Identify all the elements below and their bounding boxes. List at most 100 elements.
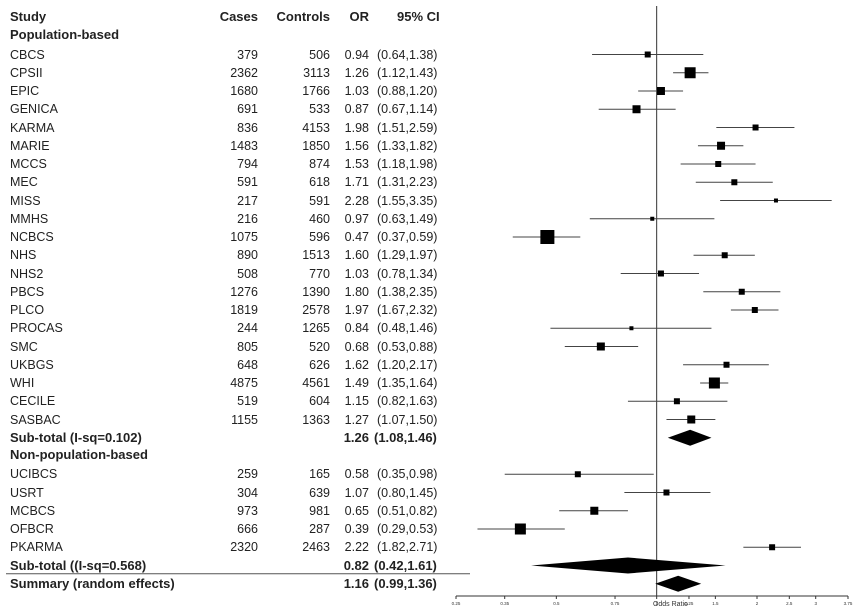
study-name: MEC [10, 175, 38, 190]
study-or: 0.87 [344, 102, 369, 117]
study-controls: 1265 [302, 321, 330, 336]
study-name: MISS [10, 193, 41, 208]
study-name: NHS [10, 248, 37, 263]
study-cases: 4875 [230, 376, 258, 390]
study-name: MARIE [10, 138, 50, 153]
study-controls: 1766 [302, 84, 330, 98]
x-tick-label: 0.35 [500, 601, 509, 606]
subtotal-or: 0.82 [343, 557, 369, 573]
study-cases: 519 [237, 394, 258, 409]
group-label: Population-based [10, 27, 120, 43]
subtotal-ci: (1.08,1.46) [374, 429, 437, 445]
header-controls: Controls [276, 9, 330, 24]
study-name: MCBCS [10, 503, 56, 518]
or-marker [687, 415, 696, 424]
or-marker [657, 270, 664, 277]
study-controls: 533 [309, 102, 330, 117]
or-marker [773, 198, 778, 203]
study-name: PLCO [10, 303, 45, 317]
study-or: 1.15 [344, 394, 369, 409]
or-marker [721, 252, 728, 259]
study-name: UKBGS [10, 357, 54, 372]
or-marker [723, 361, 730, 368]
or-marker [715, 161, 722, 167]
study-cases: 591 [237, 175, 258, 190]
study-ci: (0.64,1.38) [377, 47, 438, 62]
header-cases: Cases [219, 9, 258, 24]
study-ci: (0.67,1.14) [377, 102, 438, 117]
header-ci: 95% CI [397, 9, 440, 24]
group-label: Non-population-based [10, 447, 148, 462]
study-or: 1.53 [344, 157, 369, 171]
study-cases: 1819 [230, 303, 258, 317]
study-ci: (1.35,1.64) [377, 376, 438, 390]
study-or: 0.65 [344, 503, 369, 518]
study-controls: 874 [309, 157, 330, 171]
study-or: 1.56 [344, 138, 369, 153]
study-name: SASBAC [10, 412, 61, 427]
study-cases: 1276 [230, 284, 258, 299]
study-controls: 639 [309, 485, 330, 500]
x-axis-label: Odds Ratio [653, 601, 688, 608]
study-cases: 973 [237, 503, 258, 518]
study-name: CECILE [10, 394, 56, 409]
study-cases: 259 [237, 467, 258, 482]
study-or: 1.03 [344, 84, 369, 98]
or-marker [751, 307, 758, 313]
study-controls: 770 [309, 266, 330, 281]
study-controls: 626 [309, 357, 330, 372]
study-cases: 217 [237, 193, 258, 208]
study-or: 1.03 [344, 266, 369, 281]
study-controls: 1850 [302, 138, 330, 153]
study-cases: 2320 [230, 540, 258, 555]
or-marker [738, 288, 745, 295]
or-marker [708, 377, 720, 389]
study-name: KARMA [10, 120, 55, 135]
study-cases: 648 [237, 357, 258, 372]
or-marker [644, 51, 651, 58]
study-name: USRT [10, 485, 44, 500]
or-marker [769, 544, 776, 551]
study-ci: (1.12,1.43) [377, 65, 438, 80]
study-or: 1.97 [344, 303, 369, 317]
study-controls: 4153 [302, 120, 330, 135]
study-cases: 794 [237, 157, 258, 171]
study-ci: (0.37,0.59) [377, 230, 438, 244]
x-tick-label: 0.5 [553, 601, 560, 606]
study-ci: (0.29,0.53) [377, 522, 438, 536]
study-or: 1.27 [344, 412, 369, 427]
study-or: 2.22 [344, 540, 369, 555]
study-or: 1.07 [344, 485, 369, 500]
study-controls: 287 [309, 522, 330, 536]
study-controls: 460 [309, 211, 330, 226]
study-controls: 2463 [302, 540, 330, 555]
header-or: OR [349, 9, 370, 24]
study-or: 1.71 [344, 175, 369, 190]
or-marker [574, 471, 581, 478]
study-or: 0.39 [344, 522, 369, 536]
study-ci: (0.80,1.45) [377, 485, 438, 500]
study-cases: 216 [237, 211, 258, 226]
study-ci: (1.33,1.82) [377, 138, 438, 153]
study-name: MCCS [10, 157, 47, 171]
study-cases: 2362 [230, 65, 258, 80]
or-marker [629, 326, 634, 331]
study-name: NCBCS [10, 230, 54, 244]
or-marker [590, 506, 599, 515]
study-ci: (0.82,1.63) [377, 394, 438, 409]
x-tick-label: 0.75 [611, 601, 620, 606]
x-tick-label: 2 [756, 601, 759, 606]
study-name: PROCAS [10, 321, 63, 336]
study-cases: 1075 [230, 230, 258, 244]
x-tick-label: 3.75 [844, 601, 853, 606]
summary-ci: (0.99,1.36) [374, 575, 437, 591]
study-cases: 244 [237, 321, 258, 336]
study-name: SMC [10, 339, 38, 354]
study-name: MMHS [10, 211, 49, 226]
study-ci: (1.38,2.35) [377, 284, 438, 299]
study-controls: 1390 [302, 284, 330, 299]
x-tick-label: 2.5 [786, 601, 793, 606]
study-ci: (1.29,1.97) [377, 248, 438, 263]
study-or: 1.62 [344, 357, 369, 372]
study-or: 0.68 [344, 339, 369, 354]
